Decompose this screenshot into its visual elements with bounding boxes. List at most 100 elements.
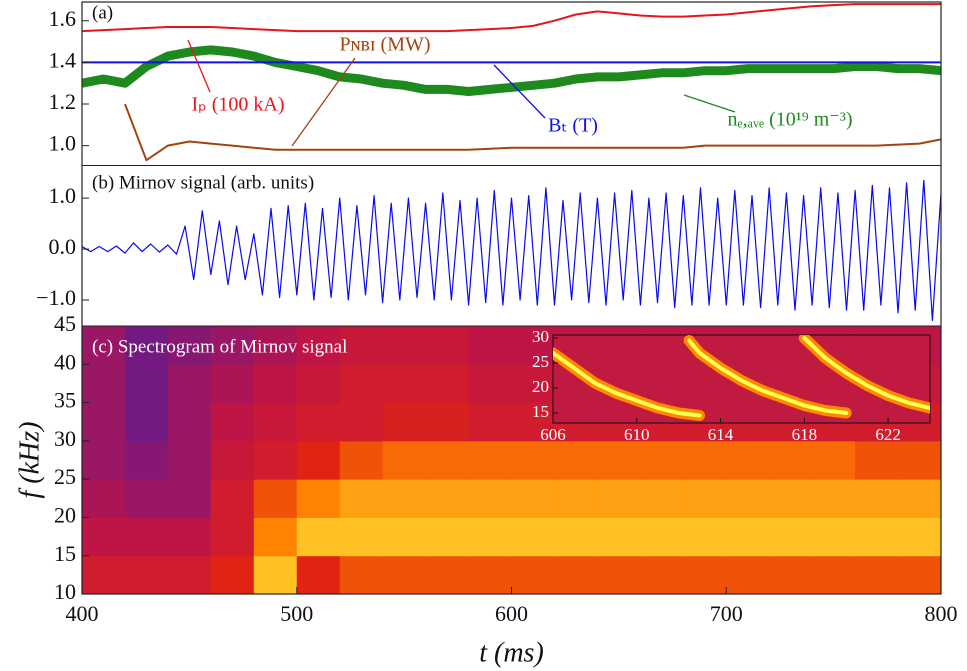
heatmap-cell (167, 364, 212, 404)
heatmap-cell (812, 479, 856, 518)
y-tick-label: 10 (54, 579, 76, 604)
y-axis-label: f (kHz) (14, 422, 45, 499)
heatmap-cell (382, 402, 427, 442)
heatmap-cell (167, 402, 212, 442)
heatmap-cell (855, 440, 899, 480)
y-tick-label: 0.0 (49, 234, 77, 259)
series-label: Pɴʙɪ (MW) (339, 34, 430, 56)
heatmap-cell (210, 364, 255, 404)
series-label: Bₜ (T) (548, 115, 598, 137)
heatmap-cell (425, 517, 470, 557)
heatmap-cell (296, 326, 341, 365)
inset-x-tick-label: 606 (540, 425, 566, 444)
heatmap-cell (554, 517, 598, 557)
heatmap-cell (812, 555, 856, 595)
arrow (683, 94, 736, 113)
y-tick-label: 1.4 (49, 47, 77, 72)
heatmap-cell (124, 479, 169, 518)
heatmap-cell (597, 479, 641, 518)
heatmap-cell (210, 555, 255, 595)
heatmap-cell (898, 555, 942, 595)
heatmap-cell (296, 479, 341, 518)
y-tick-label: 1.0 (49, 131, 77, 156)
heatmap-cell (597, 440, 641, 480)
panel-title: (b) Mirnov signal (arb. units) (92, 172, 314, 193)
heatmap-cell (683, 555, 727, 595)
arrow (187, 39, 211, 93)
heatmap-cell (82, 364, 126, 404)
y-tick-label: 1.6 (49, 6, 77, 31)
heatmap-cell (382, 440, 427, 480)
heatmap-cell (511, 479, 555, 518)
heatmap-cell (425, 326, 470, 365)
heatmap-cell (82, 440, 126, 480)
heatmap-cell (425, 555, 470, 595)
heatmap-cell (382, 517, 427, 557)
inset-x-tick-label: 610 (624, 425, 650, 444)
heatmap-cell (382, 326, 427, 365)
y-tick-label: 1.2 (49, 89, 77, 114)
inset-x-tick-label: 618 (792, 425, 818, 444)
x-tick-label: 800 (925, 601, 958, 626)
heatmap-cell (468, 402, 512, 442)
heatmap-cell (82, 402, 126, 442)
heatmap-cell (124, 402, 169, 442)
heatmap-cell (124, 440, 169, 480)
heatmap-cell (468, 479, 512, 518)
heatmap-cell (425, 364, 470, 404)
inset-y-tick-label: 15 (532, 402, 549, 421)
heatmap-cell (468, 517, 512, 557)
heatmap-cell (468, 555, 512, 595)
heatmap-cell (468, 326, 512, 365)
inset-y-tick-label: 30 (532, 327, 549, 346)
heatmap-cell (124, 517, 169, 557)
heatmap-cell (855, 555, 899, 595)
inset-y-tick-label: 20 (532, 377, 549, 396)
heatmap-cell (253, 479, 298, 518)
y-tick-label: 20 (54, 502, 76, 527)
heatmap-cell (296, 364, 341, 404)
heatmap-cell (726, 555, 770, 595)
heatmap-cell (296, 517, 341, 557)
heatmap-cell (167, 555, 212, 595)
heatmap-cell (769, 517, 813, 557)
heatmap-cell (511, 440, 555, 480)
y-tick-label: 15 (54, 541, 76, 566)
heatmap-cell (511, 326, 555, 365)
series-label: Iₚ (100 kA) (192, 94, 285, 116)
heatmap-cell (296, 402, 341, 442)
heatmap-cell (296, 440, 341, 480)
heatmap-cell (124, 555, 169, 595)
x-tick-label: 600 (495, 601, 528, 626)
y-tick-label: 1.0 (49, 183, 77, 208)
heatmap-cell (167, 440, 212, 480)
heatmap-cell (210, 479, 255, 518)
frame (81, 1, 942, 595)
heatmap-cell (683, 517, 727, 557)
series-label: nₑ,ₐᵥₑ (10¹⁹ m⁻³) (728, 109, 853, 131)
plot-layer: nₑ,ₐᵥₑ (10¹⁹ m⁻³) Iₚ (100 kA) Pɴʙɪ (MW) Bₜ … (14, 2, 957, 668)
y-tick-label: 40 (54, 349, 76, 374)
heatmap-cell (167, 326, 212, 365)
heatmap-cell (167, 517, 212, 557)
series-line (82, 3, 941, 33)
heatmap-cell (769, 440, 813, 480)
heatmap-cell (554, 440, 598, 480)
heatmap-cell (210, 440, 255, 480)
heatmap-cell (82, 326, 126, 365)
x-tick-label: 400 (66, 601, 99, 626)
inset-x-tick-label: 614 (708, 425, 734, 444)
heatmap-cell (898, 440, 942, 480)
heatmap-cell (167, 479, 212, 518)
heatmap-cell (640, 517, 684, 557)
heatmap-cell (253, 326, 298, 365)
heatmap-cell (382, 479, 427, 518)
heatmap-cell (425, 402, 470, 442)
heatmap-cell (425, 440, 470, 480)
heatmap-cell (210, 517, 255, 557)
series-line (124, 103, 941, 162)
y-tick-label: 25 (54, 464, 76, 489)
heatmap-cell (210, 402, 255, 442)
series-line (82, 179, 941, 321)
heatmap-cell (296, 555, 341, 595)
